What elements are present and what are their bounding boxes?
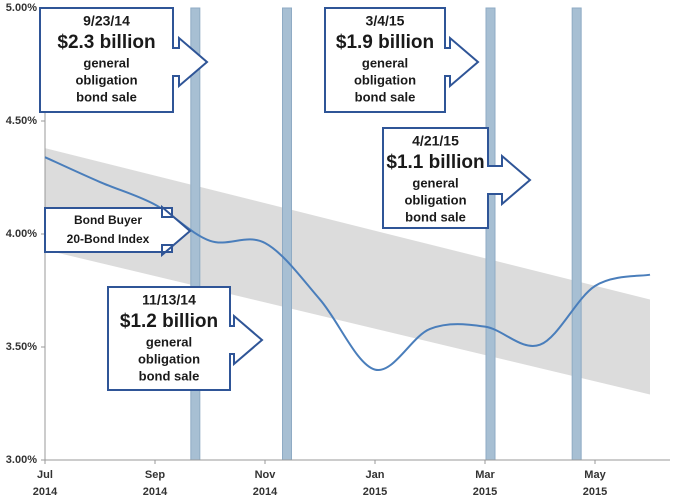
event-date: 4/21/15 xyxy=(412,133,459,149)
series-label: 20-Bond Index xyxy=(67,232,150,246)
event-text: general xyxy=(83,55,129,70)
x-tick-label: 2014 xyxy=(33,486,58,498)
event-text: general xyxy=(146,334,192,349)
x-tick-label: Jan xyxy=(366,469,385,481)
event-amount: $1.2 billion xyxy=(120,311,218,332)
event-text: general xyxy=(362,55,408,70)
x-tick-label: Sep xyxy=(145,469,165,481)
event-text: bond sale xyxy=(355,89,416,104)
event-date: 3/4/15 xyxy=(366,13,405,29)
event-text: obligation xyxy=(404,192,466,207)
event-amount: $1.9 billion xyxy=(336,32,434,53)
x-tick-label: 2015 xyxy=(473,486,497,498)
x-tick-label: 2014 xyxy=(253,486,278,498)
x-tick-label: Jul xyxy=(37,469,53,481)
event-bar xyxy=(571,7,582,461)
callout-box xyxy=(324,7,480,113)
callout-box xyxy=(39,7,209,113)
y-tick-label: 3.00% xyxy=(6,454,37,466)
event-text: bond sale xyxy=(405,209,466,224)
callout-box xyxy=(44,204,192,258)
event-text: obligation xyxy=(354,72,416,87)
event-bar xyxy=(282,7,292,461)
y-tick-label: 4.50% xyxy=(6,115,37,127)
callout-box xyxy=(382,127,532,229)
event-text: bond sale xyxy=(76,89,137,104)
event-date: 9/23/14 xyxy=(83,13,130,29)
event-amount: $1.1 billion xyxy=(386,152,484,173)
y-tick-label: 5.00% xyxy=(6,2,37,14)
callout-box xyxy=(107,286,264,391)
x-tick-label: Nov xyxy=(255,469,277,481)
y-tick-label: 4.00% xyxy=(6,228,37,240)
event-text: obligation xyxy=(138,351,200,366)
series-label: Bond Buyer xyxy=(74,213,142,227)
y-tick-label: 3.50% xyxy=(6,341,37,353)
event-amount: $2.3 billion xyxy=(57,32,155,53)
event-text: general xyxy=(412,175,458,190)
event-text: obligation xyxy=(75,72,137,87)
event-date: 11/13/14 xyxy=(142,292,196,308)
event-text: bond sale xyxy=(139,368,200,383)
x-tick-label: Mar xyxy=(475,469,495,481)
x-tick-label: 2015 xyxy=(363,486,387,498)
x-tick-label: 2015 xyxy=(583,486,607,498)
series-line xyxy=(44,156,651,371)
event-bar xyxy=(485,7,496,461)
x-tick-label: May xyxy=(584,469,606,481)
x-tick-label: 2014 xyxy=(143,486,168,498)
